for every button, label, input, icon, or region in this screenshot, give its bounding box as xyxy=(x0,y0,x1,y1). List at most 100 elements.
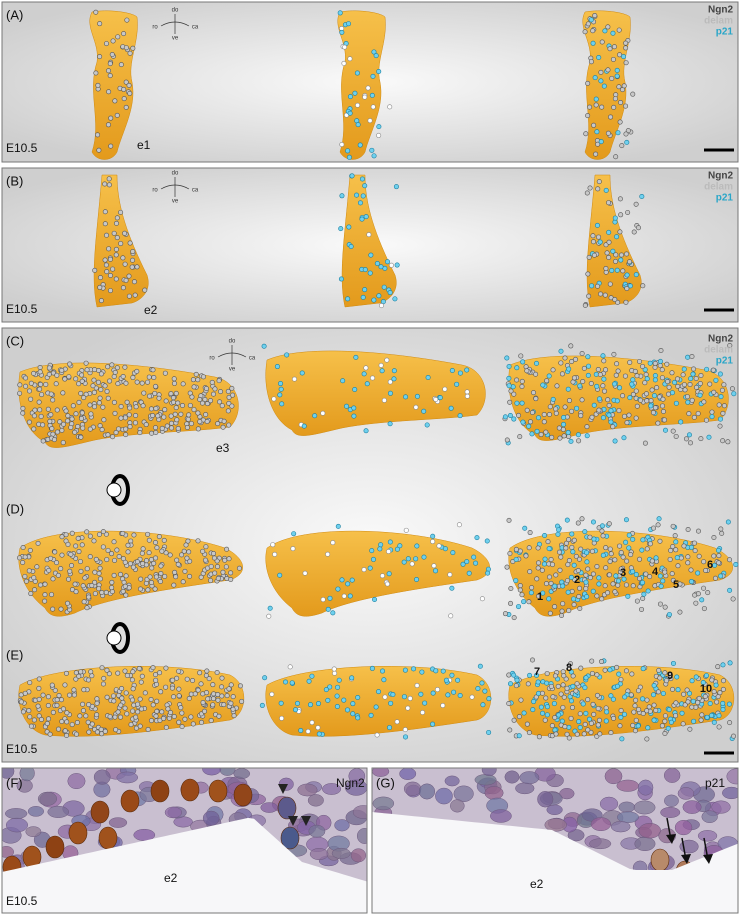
cell-dot xyxy=(507,399,513,405)
cell-dot xyxy=(369,92,375,98)
cell-dot xyxy=(595,186,601,192)
cell-dot xyxy=(386,571,392,577)
cell-dot xyxy=(584,550,590,556)
cell-dot xyxy=(569,705,575,711)
cell-dot xyxy=(373,53,379,59)
cell-dot xyxy=(97,395,103,401)
cell-dot xyxy=(617,52,623,58)
embryo-label: e2 xyxy=(144,303,158,317)
cell-dot xyxy=(376,124,382,130)
cell-dot xyxy=(569,358,575,364)
cell-dot xyxy=(379,368,385,374)
cell-dot xyxy=(607,281,613,287)
cell-dot xyxy=(706,434,712,440)
nucleus xyxy=(399,768,417,780)
cell-dot xyxy=(531,390,537,396)
cell-dot xyxy=(669,370,675,376)
cell-dot xyxy=(598,69,604,75)
cell-dot xyxy=(513,683,519,689)
cell-dot xyxy=(42,581,48,587)
cell-dot xyxy=(561,694,567,700)
cell-dot xyxy=(109,362,115,368)
cell-dot xyxy=(618,714,624,720)
cell-dot xyxy=(377,546,383,552)
cell-dot xyxy=(407,695,413,701)
cell-dot xyxy=(601,376,607,382)
cell-dot xyxy=(134,379,140,385)
cell-dot xyxy=(104,269,110,275)
panel-label: (D) xyxy=(6,501,24,516)
cell-dot xyxy=(566,735,572,741)
cell-dot xyxy=(571,375,577,381)
cell-dot xyxy=(549,723,555,729)
nucleus xyxy=(308,824,326,838)
nucleus xyxy=(25,826,42,838)
cell-dot xyxy=(130,45,136,51)
nucleus xyxy=(677,787,695,800)
cell-dot xyxy=(222,557,228,563)
cell-dot xyxy=(298,728,304,734)
cell-dot xyxy=(584,433,590,439)
cell-dot xyxy=(636,707,642,713)
cell-dot xyxy=(662,427,668,433)
cell-dot xyxy=(643,571,649,577)
cell-dot xyxy=(576,556,582,562)
cell-dot xyxy=(561,414,567,420)
cell-dot xyxy=(617,119,623,125)
cell-dot xyxy=(725,439,731,445)
cell-dot xyxy=(170,677,176,683)
nucleus xyxy=(5,808,28,820)
cell-dot xyxy=(594,222,600,228)
nucleus xyxy=(663,768,681,783)
cell-dot xyxy=(595,283,601,289)
cell-dot xyxy=(382,694,388,700)
cell-dot xyxy=(715,664,721,670)
nucleus xyxy=(350,848,367,863)
cell-dot xyxy=(378,264,384,270)
cell-dot xyxy=(431,563,437,569)
cell-dot xyxy=(327,684,333,690)
cell-dot xyxy=(587,534,593,540)
cell-dot xyxy=(120,285,126,291)
cell-dot xyxy=(556,425,562,431)
cell-dot xyxy=(626,412,632,418)
cell-dot xyxy=(36,676,42,682)
cell-dot xyxy=(569,408,575,414)
cell-dot xyxy=(186,412,192,418)
cell-dot xyxy=(717,371,723,377)
cell-dot xyxy=(651,692,657,698)
cell-dot xyxy=(566,608,572,614)
nucleus xyxy=(537,791,554,808)
cell-dot xyxy=(102,209,108,215)
cell-dot xyxy=(126,293,132,299)
cell-dot xyxy=(104,557,110,563)
cell-dot xyxy=(107,256,113,262)
cell-dot xyxy=(527,530,533,536)
cell-dot xyxy=(643,371,649,377)
cell-dot xyxy=(231,713,237,719)
cell-dot xyxy=(541,412,547,418)
cell-dot xyxy=(17,390,23,396)
cell-dot xyxy=(122,705,128,711)
cell-dot xyxy=(580,701,586,707)
nucleus xyxy=(93,769,111,785)
cell-dot xyxy=(519,400,525,406)
surface xyxy=(265,530,490,617)
cell-dot xyxy=(197,670,203,676)
cell-dot xyxy=(173,405,179,411)
cell-dot xyxy=(618,212,624,218)
cell-dot xyxy=(584,190,590,196)
panel-label: (C) xyxy=(6,333,24,348)
cell-dot xyxy=(608,551,614,557)
cell-dot xyxy=(97,576,103,582)
cell-dot xyxy=(118,241,124,247)
cell-dot xyxy=(596,55,602,61)
cell-dot xyxy=(305,728,311,734)
cell-dot xyxy=(637,556,643,562)
cell-dot xyxy=(146,537,152,543)
legend-entry: delam xyxy=(704,345,733,356)
cell-dot xyxy=(371,297,377,303)
cell-dot xyxy=(98,726,104,732)
nucleus xyxy=(444,775,460,787)
cell-dot xyxy=(604,709,610,715)
